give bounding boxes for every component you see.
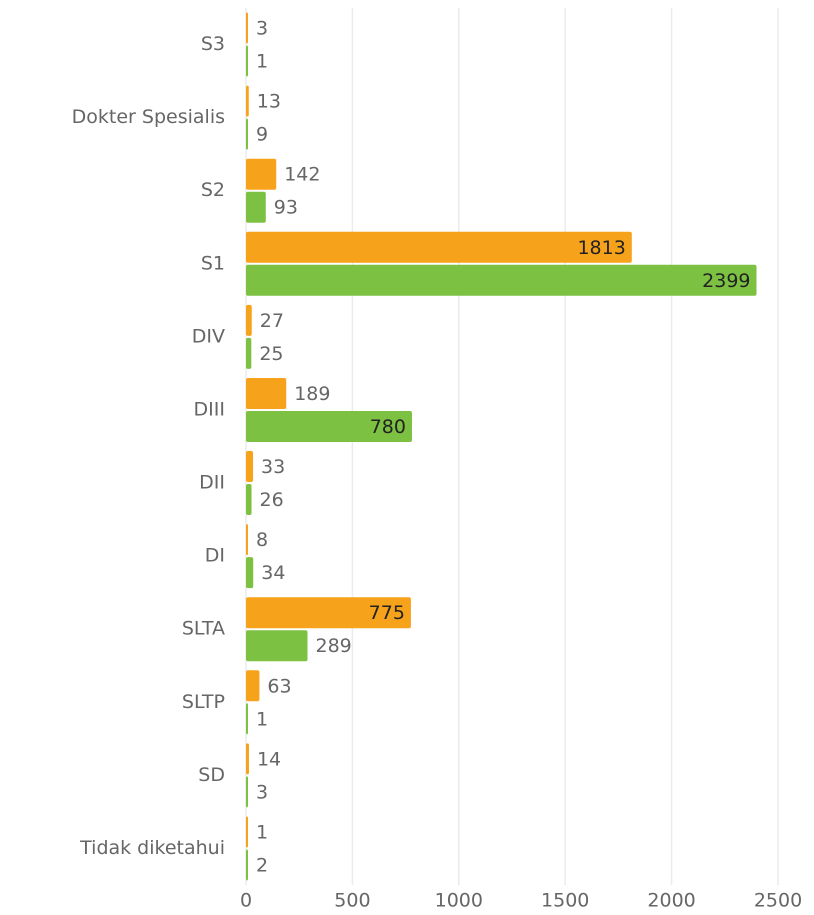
bar [246,743,249,775]
bar [246,304,252,336]
y-tick-label: SD [198,764,225,786]
value-label: 775 [369,602,405,624]
y-tick-label: SLTP [182,691,225,713]
bar [246,45,248,77]
value-label: 14 [257,748,281,770]
x-tick-label: 0 [240,890,252,912]
value-label: 142 [284,164,320,186]
value-label: 25 [259,343,283,365]
value-label: 26 [260,489,284,511]
x-tick-label: 2000 [647,890,695,912]
y-tick-label: DIV [192,325,225,347]
value-label: 289 [315,635,351,657]
x-tick-label: 1000 [435,890,483,912]
value-label: 93 [274,197,298,219]
value-label: 63 [267,675,291,697]
bar [246,776,248,808]
bar [246,231,632,263]
value-label: 34 [261,562,285,584]
value-label: 1 [256,708,268,730]
bar [246,118,248,150]
value-label: 189 [294,383,330,405]
x-tick-label: 1500 [541,890,589,912]
y-tick-label: SLTA [182,618,225,640]
bar [246,670,260,702]
bar [246,557,254,589]
value-label: 3 [256,18,268,40]
bar [246,703,248,735]
bar [246,191,266,223]
x-tick-label: 2500 [754,890,802,912]
y-tick-label: Tidak diketahui [79,837,225,859]
value-label: 2399 [702,270,750,292]
value-label: 1 [256,821,268,843]
value-label: 9 [256,124,268,146]
value-label: 3 [256,781,268,803]
y-tick-label: DII [199,472,225,494]
bar [246,484,252,516]
value-label: 780 [370,416,406,438]
bar [246,410,412,442]
bar [246,597,411,629]
value-label: 1813 [577,237,625,259]
bar [246,158,277,190]
bar [246,85,249,117]
bar [246,337,252,369]
bar [246,524,248,556]
y-tick-label: S3 [201,33,225,55]
bar [246,377,287,409]
y-tick-label: DIII [194,398,225,420]
value-label: 1 [256,51,268,73]
value-label: 8 [256,529,268,551]
bar [246,849,248,881]
value-label: 33 [261,456,285,478]
bar [246,630,308,662]
bar [246,816,248,848]
y-tick-label: Dokter Spesialis [72,106,225,128]
bar [246,264,757,296]
value-label: 27 [260,310,284,332]
y-tick-label: S2 [201,179,225,201]
value-label: 13 [257,91,281,113]
x-tick-label: 500 [334,890,370,912]
value-label: 2 [256,854,268,876]
bar [246,451,254,483]
y-tick-label: S1 [201,252,225,274]
bar [246,12,248,44]
y-tick-label: DI [205,545,225,567]
